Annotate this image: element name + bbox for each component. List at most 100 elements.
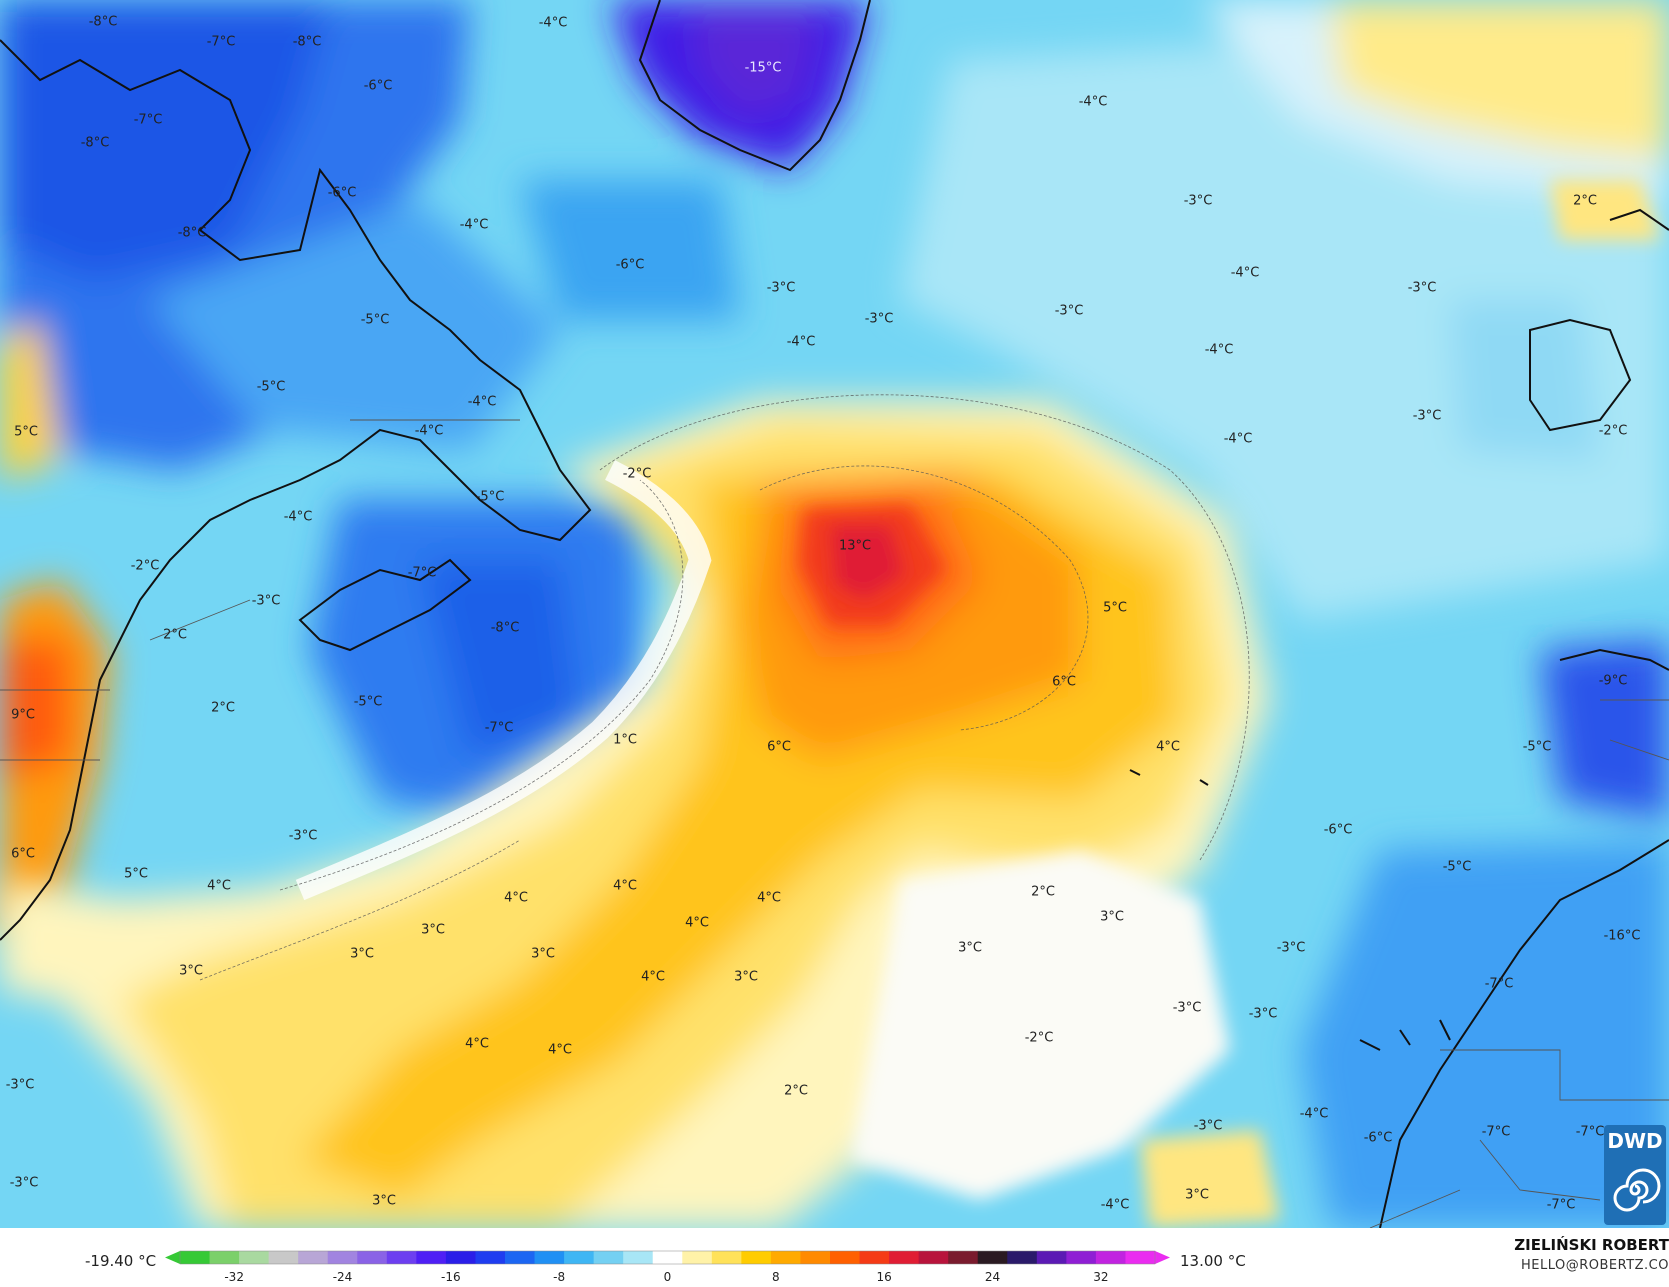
temperature-label: -4°C (1204, 342, 1234, 358)
temperature-label: -5°C (353, 694, 383, 710)
color-scale-tick: -16 (441, 1270, 461, 1284)
color-scale-tick: 32 (1093, 1270, 1109, 1284)
temperature-label: -2°C (622, 466, 652, 482)
temperature-label: -3°C (9, 1175, 39, 1191)
temperature-label: -3°C (864, 311, 894, 327)
temperature-label: 3°C (350, 946, 374, 962)
temperature-label: -4°C (467, 394, 497, 410)
color-scale-segment (239, 1251, 270, 1264)
color-scale-max-arrow (1155, 1251, 1170, 1264)
temperature-label: 3°C (1100, 909, 1124, 925)
temperature-label: 6°C (1052, 674, 1076, 690)
color-scale-segment (505, 1251, 536, 1264)
temperature-label: 3°C (1185, 1187, 1209, 1203)
color-scale-segment (209, 1251, 240, 1264)
temperature-label: -3°C (1412, 408, 1442, 424)
temperature-map: -8°C -7°C -8°C -6°C -4°C -15°C -7°C -8°C -4°C -8°… (0, 0, 1669, 1228)
temperature-label: -9°C (1598, 673, 1628, 689)
author-email: HELLO@ROBERTZ.CO (1520, 1258, 1669, 1273)
temperature-label: -8°C (88, 14, 118, 30)
color-scale-segment (623, 1251, 654, 1264)
temperature-label: 9°C (11, 707, 35, 723)
color-scale-tick: -32 (224, 1270, 244, 1284)
temperature-label: -8°C (490, 620, 520, 636)
temperature-label: -5°C (360, 312, 390, 328)
temperature-label: 3°C (531, 946, 555, 962)
temperature-label: 5°C (1103, 600, 1127, 616)
temperature-label: -6°C (1363, 1130, 1393, 1146)
color-scale-segment (445, 1251, 476, 1264)
temperature-label: -5°C (256, 379, 286, 395)
temperature-label: -7°C (484, 720, 514, 736)
temperature-label: -4°C (459, 217, 489, 233)
temperature-label: -7°C (206, 34, 236, 50)
temperature-label: 5°C (14, 424, 38, 440)
temperature-label: -6°C (1323, 822, 1353, 838)
temperature-label: -7°C (1481, 1124, 1511, 1140)
temperature-label: -3°C (1276, 940, 1306, 956)
color-scale-segment (534, 1251, 565, 1264)
temperature-label: -7°C (1546, 1197, 1576, 1213)
color-scale-tick: -24 (332, 1270, 353, 1284)
temperature-label: -3°C (1183, 193, 1213, 209)
temperature-label: -3°C (1407, 280, 1437, 296)
color-scale-outline (179, 1250, 1156, 1265)
temperature-label: -3°C (1054, 303, 1084, 319)
temperature-label: -8°C (177, 225, 207, 241)
temperature-label: -2°C (130, 558, 160, 574)
temperature-label: 5°C (124, 866, 148, 882)
temperature-label: -2°C (1024, 1030, 1054, 1046)
temperature-label: 4°C (207, 878, 231, 894)
temperature-label: -7°C (1484, 976, 1514, 992)
temperature-label: -15°C (744, 60, 782, 76)
color-scale-segment (475, 1251, 506, 1264)
temperature-label: -4°C (1100, 1197, 1130, 1213)
color-scale-segment (918, 1251, 949, 1264)
temperature-label: -4°C (283, 509, 313, 525)
temperature-label: -4°C (1299, 1106, 1329, 1122)
temperature-label: 3°C (372, 1193, 396, 1209)
color-scale-tick: 24 (984, 1270, 1001, 1284)
temperature-label: 3°C (734, 969, 758, 985)
temperature-label: -4°C (1230, 265, 1260, 281)
color-scale-tick: 0 (663, 1270, 672, 1284)
temperature-label: 13°C (838, 538, 872, 554)
author-name: ZIELIŃSKI ROBERT (1514, 1236, 1669, 1254)
temperature-label: -3°C (1193, 1118, 1223, 1134)
legend-max-value: 13.00 °C (1180, 1252, 1246, 1270)
color-scale-segment (770, 1251, 801, 1264)
temperature-label: -6°C (615, 257, 645, 273)
temperature-label: 3°C (958, 940, 982, 956)
color-scale-segment (1125, 1251, 1156, 1264)
color-scale-segment (652, 1251, 683, 1264)
color-scale-segment (268, 1251, 299, 1264)
color-scale-segment (1007, 1251, 1038, 1264)
color-scale-segment (564, 1251, 595, 1264)
color-scale-segment (889, 1251, 920, 1264)
temperature-label: -5°C (1442, 859, 1472, 875)
legend-min-value: -19.40 °C (85, 1252, 157, 1270)
temperature-label: -4°C (786, 334, 816, 350)
temperature-label: 3°C (179, 963, 203, 979)
temperature-label: 4°C (465, 1036, 489, 1052)
temperature-label: 4°C (641, 969, 665, 985)
color-scale-segment (1066, 1251, 1097, 1264)
color-scale-bar (165, 1250, 1170, 1265)
dwd-logo: DWD (1604, 1125, 1666, 1225)
color-scale-segment (357, 1251, 388, 1264)
temperature-label: -16°C (1603, 928, 1641, 944)
color-scale-segment (593, 1251, 624, 1264)
temperature-label: 6°C (767, 739, 791, 755)
temperature-label: -8°C (80, 135, 110, 151)
color-scale-segment (830, 1251, 861, 1264)
color-scale-segment (682, 1251, 713, 1264)
temperature-label: -3°C (288, 828, 318, 844)
temperature-label: 4°C (548, 1042, 572, 1058)
temperature-label: -7°C (1575, 1124, 1605, 1140)
temperature-label: -4°C (538, 15, 568, 31)
spiral-icon (1613, 1168, 1661, 1212)
map-graphic (0, 0, 1669, 1228)
temperature-label: -4°C (1078, 94, 1108, 110)
temperature-label: -6°C (327, 185, 357, 201)
color-scale-segment (741, 1251, 772, 1264)
